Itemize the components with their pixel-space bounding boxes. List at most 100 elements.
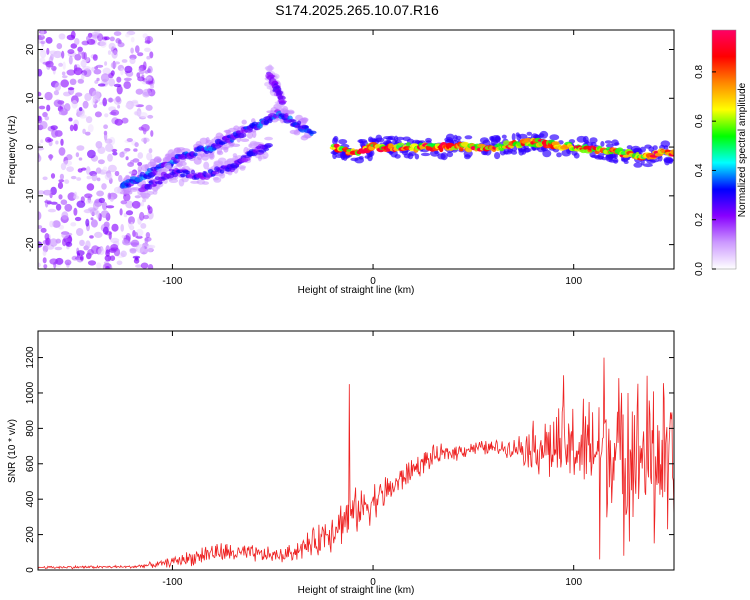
spectrogram-halo-cell xyxy=(267,64,273,72)
spectrogram-noise-cell xyxy=(104,61,108,66)
spectrogram-noise-cell xyxy=(61,211,69,220)
snr-ytick-label: 1200 xyxy=(25,346,36,369)
spectrogram-noise-cell xyxy=(40,30,45,37)
spectrogram-noise-cell xyxy=(93,68,102,75)
spectrogram-ridge-cell xyxy=(278,100,287,104)
spectrogram-noise-cell xyxy=(91,90,101,100)
spectrogram-noise-cell xyxy=(114,170,120,177)
spectrogram-halo-cell xyxy=(168,178,179,183)
spectrogram-noise-cell xyxy=(133,110,142,116)
snr-marks xyxy=(38,357,674,570)
spectrogram-noise-cell xyxy=(113,83,122,88)
spectrogram-noise-cell xyxy=(103,132,108,141)
spectrogram-noise-cell xyxy=(137,152,144,159)
spectrogram-noise-cell xyxy=(130,239,140,248)
spectrogram-noise-cell xyxy=(47,208,57,213)
spectrogram-noise-cell xyxy=(61,231,70,239)
spectrogram-noise-cell xyxy=(117,42,125,48)
spectrogram-noise-cell xyxy=(100,73,110,82)
spectrogram-noise-cell xyxy=(113,31,122,36)
spectrogram-halo-cell xyxy=(374,137,385,143)
spectrogram-noise-cell xyxy=(136,72,141,78)
spectrogram-noise-cell xyxy=(137,161,143,167)
snr-frame xyxy=(37,330,675,571)
spectrogram-ridge-cell xyxy=(309,130,317,135)
spectrogram-noise-cell xyxy=(148,148,153,154)
spectrogram-noise-cell xyxy=(110,61,117,69)
spectrogram-noise-cell xyxy=(39,121,48,130)
spectrogram-noise-cell xyxy=(105,143,114,152)
spectrogram-marks xyxy=(38,30,674,269)
spectrogram-halo-cell xyxy=(614,142,620,146)
spectrogram-halo-cell xyxy=(205,137,210,144)
spectrogram-noise-cell xyxy=(42,111,48,118)
spectrogram-noise-cell xyxy=(135,88,144,95)
spectrogram-noise-cell xyxy=(76,228,84,236)
spectrogram-halo-cell xyxy=(223,146,229,153)
spectrogram-noise-cell xyxy=(94,111,102,118)
spectrogram-noise-cell xyxy=(42,250,47,256)
spectrogram-noise-cell xyxy=(144,70,150,74)
spectrogram-halo-cell xyxy=(396,136,405,141)
spectrogram-ridge-cell xyxy=(190,169,196,175)
spectrogram-halo-cell xyxy=(495,135,501,143)
spectrogram-noise-cell xyxy=(38,91,42,97)
spectrogram-noise-cell xyxy=(77,78,85,84)
spectrogram-noise-cell xyxy=(85,199,94,204)
spectrogram-noise-cell xyxy=(91,174,98,182)
spectrogram-noise-cell xyxy=(77,46,83,53)
spectrogram-noise-cell xyxy=(119,151,125,158)
snr-xtick-label: -100 xyxy=(162,577,182,588)
spectrogram-noise-cell xyxy=(110,244,119,251)
spectrogram-noise-cell xyxy=(62,61,66,70)
colorbar-tick-label: 0.2 xyxy=(694,212,705,226)
spectrogram-noise-cell xyxy=(75,152,80,158)
spectrogram-noise-cell xyxy=(76,177,82,181)
spectrogram-noise-cell xyxy=(142,88,152,96)
spectrogram-halo-cell xyxy=(128,171,137,175)
spectrogram-noise-cell xyxy=(70,175,77,180)
spectrogram-noise-cell xyxy=(57,181,64,190)
spectrogram-halo-cell xyxy=(600,141,605,147)
spectrogram-noise-cell xyxy=(84,92,92,102)
spectrogram-noise-cell xyxy=(47,138,54,142)
spectrogram-noise-cell xyxy=(96,190,104,197)
colorbar: 0.0 0.2 0.4 0.6 0.8 Normalized spectral ampl… xyxy=(694,29,748,276)
spectrogram-noise-cell xyxy=(113,186,122,194)
spectrogram-noise-cell xyxy=(105,249,110,257)
snr-ylabel: SNR (10 * v/v) xyxy=(7,419,18,483)
spectrogram-noise-cell xyxy=(49,50,58,55)
spectrogram-xtick-label: 100 xyxy=(565,276,582,287)
spectrogram-noise-cell xyxy=(76,145,85,151)
spectrogram-halo-cell xyxy=(604,140,612,144)
spectrogram-noise-cell xyxy=(101,201,108,211)
spectrogram-noise-cell xyxy=(38,147,45,151)
spectrogram-halo-cell xyxy=(501,134,507,139)
spectrogram-noise-cell xyxy=(71,100,78,109)
spectrogram-noise-cell xyxy=(38,211,42,221)
spectrogram-noise-cell xyxy=(94,66,98,70)
spectrogram-halo-cell xyxy=(144,163,150,170)
spectrogram-noise-cell xyxy=(55,140,59,145)
spectrogram-halo-cell xyxy=(646,159,656,164)
spectrogram-noise-cell xyxy=(104,138,113,144)
spectrogram-noise-cell xyxy=(73,64,78,72)
spectrogram-halo-cell xyxy=(125,174,130,179)
spectrogram-halo-cell xyxy=(141,192,147,199)
spectrogram-halo-cell xyxy=(633,147,642,155)
spectrogram-noise-cell xyxy=(39,57,46,63)
spectrogram-noise-cell xyxy=(129,248,137,254)
spectrogram-noise-cell xyxy=(91,98,96,106)
spectrogram-noise-cell xyxy=(91,67,95,72)
spectrogram-noise-cell xyxy=(123,193,131,202)
spectrogram-noise-cell xyxy=(124,65,133,74)
spectrogram-halo-cell xyxy=(149,158,156,167)
spectrogram-halo-cell xyxy=(556,152,562,158)
spectrogram-noise-cell xyxy=(40,49,47,59)
spectrogram-ridge-cell xyxy=(241,157,251,162)
spectrogram-halo-cell xyxy=(633,162,643,168)
spectrogram-noise-cell xyxy=(38,68,43,77)
spectrogram-halo-cell xyxy=(237,165,247,169)
